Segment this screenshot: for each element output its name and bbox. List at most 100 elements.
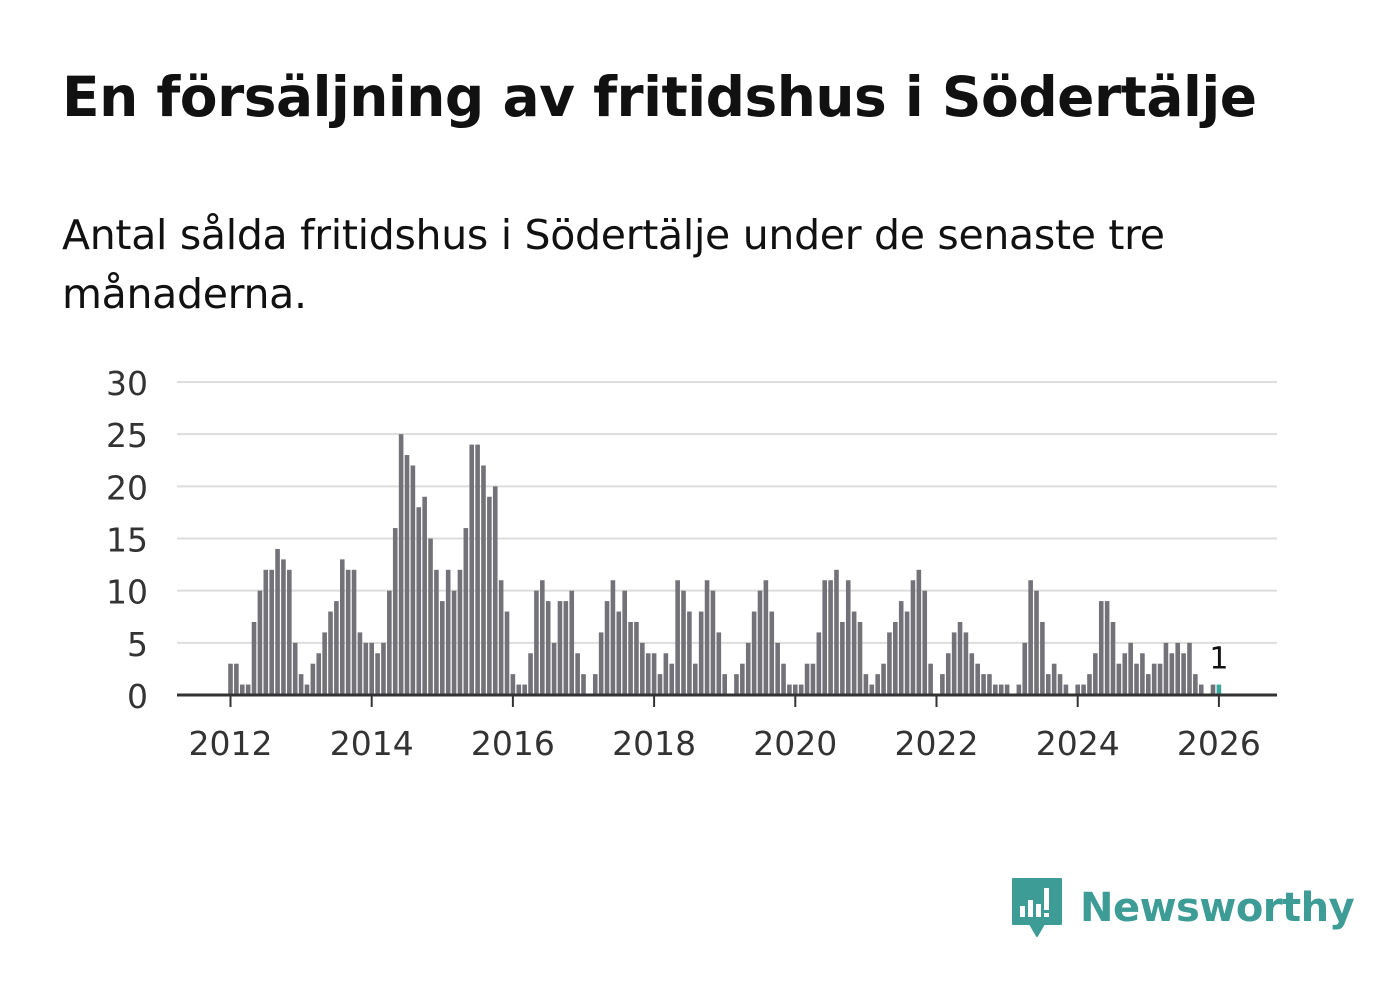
bar: [1028, 580, 1033, 695]
newsworthy-logo: Newsworthy: [1010, 876, 1355, 940]
bar: [916, 569, 922, 695]
bar: [622, 590, 627, 695]
y-tick-label: 10: [106, 573, 148, 612]
bar: [1163, 642, 1169, 695]
bar: [1051, 663, 1057, 695]
bar: [692, 663, 698, 695]
bar: [651, 653, 657, 695]
bar: [469, 444, 475, 695]
x-tick-label: 2022: [895, 724, 979, 763]
y-tick-label: 25: [106, 416, 148, 455]
bar: [416, 507, 422, 695]
bar: [763, 580, 769, 695]
bar: [345, 569, 351, 695]
bar: [1140, 653, 1145, 695]
bar: [1175, 642, 1181, 695]
bar: [716, 632, 722, 695]
bar: [657, 674, 663, 695]
bar: [804, 663, 810, 695]
bar: [581, 674, 586, 695]
x-tick-label: 2016: [471, 724, 555, 763]
bar: [328, 611, 333, 695]
bar: [810, 663, 816, 695]
bar: [834, 569, 839, 695]
bar: [257, 590, 263, 695]
x-tick-label: 2020: [753, 724, 837, 763]
x-tick-label: 2014: [330, 724, 414, 763]
bar: [945, 653, 951, 695]
bar: [434, 569, 439, 695]
y-tick-label: 20: [106, 468, 148, 507]
bar: [1093, 653, 1098, 695]
bar: [387, 590, 392, 695]
bar: [604, 601, 610, 695]
x-tick-label: 2018: [612, 724, 696, 763]
bar: [410, 465, 416, 695]
bar: [357, 632, 363, 695]
bar: [875, 674, 880, 695]
bar: [1116, 663, 1122, 695]
bar: [563, 601, 569, 695]
bar: [1098, 601, 1104, 695]
bar: [457, 569, 463, 695]
bar: [1110, 621, 1116, 695]
bar: [1081, 684, 1086, 695]
bar: [234, 663, 239, 695]
bar: [1045, 674, 1051, 695]
bar: [598, 632, 604, 695]
bar: [1004, 684, 1010, 695]
x-tick-label: 2026: [1177, 724, 1261, 763]
bar: [775, 642, 780, 695]
bar: [492, 486, 498, 695]
bar: [1087, 674, 1092, 695]
axes: [177, 693, 1277, 707]
bar: [269, 569, 274, 695]
bar: [275, 548, 280, 695]
bar: [840, 621, 845, 695]
highlighted-bar: [1216, 684, 1222, 695]
bar: [1193, 674, 1198, 695]
bar: [1040, 621, 1045, 695]
chart-title: En försäljning av fritidshus i Södertälj…: [62, 65, 1257, 129]
bar: [504, 611, 510, 695]
bar: [487, 496, 492, 695]
bar: [381, 642, 386, 695]
y-tick-label: 5: [127, 625, 148, 664]
bar: [1034, 590, 1039, 695]
bar: [392, 528, 398, 695]
bar: [863, 674, 869, 695]
bar: [263, 569, 269, 695]
bar: [681, 590, 686, 695]
bar: [828, 580, 833, 695]
bar: [904, 611, 910, 695]
bar: [545, 601, 551, 695]
bar: [793, 684, 798, 695]
bar: [910, 580, 916, 695]
bar: [281, 559, 286, 695]
bar: [669, 663, 675, 695]
y-tick-label: 30: [106, 364, 148, 403]
bar: [898, 601, 904, 695]
bar: [1075, 684, 1080, 695]
newsworthy-logo-icon: [1012, 878, 1062, 937]
bar: [740, 663, 745, 695]
bar: [645, 653, 651, 695]
bar: [704, 580, 710, 695]
bar: [404, 455, 410, 695]
bar: [322, 632, 327, 695]
bar: [987, 674, 992, 695]
grid-lines: [177, 381, 1277, 644]
bar: [963, 632, 969, 695]
bar: [845, 580, 851, 695]
bar: [451, 590, 457, 695]
bar: [798, 684, 804, 695]
bar: [698, 611, 704, 695]
bar: [551, 642, 557, 695]
bar: [445, 569, 451, 695]
bar: [398, 434, 404, 695]
bar: [428, 538, 433, 695]
bar: [757, 590, 763, 695]
bar: [640, 642, 645, 695]
bar: [1157, 663, 1163, 695]
bar: [475, 444, 480, 695]
